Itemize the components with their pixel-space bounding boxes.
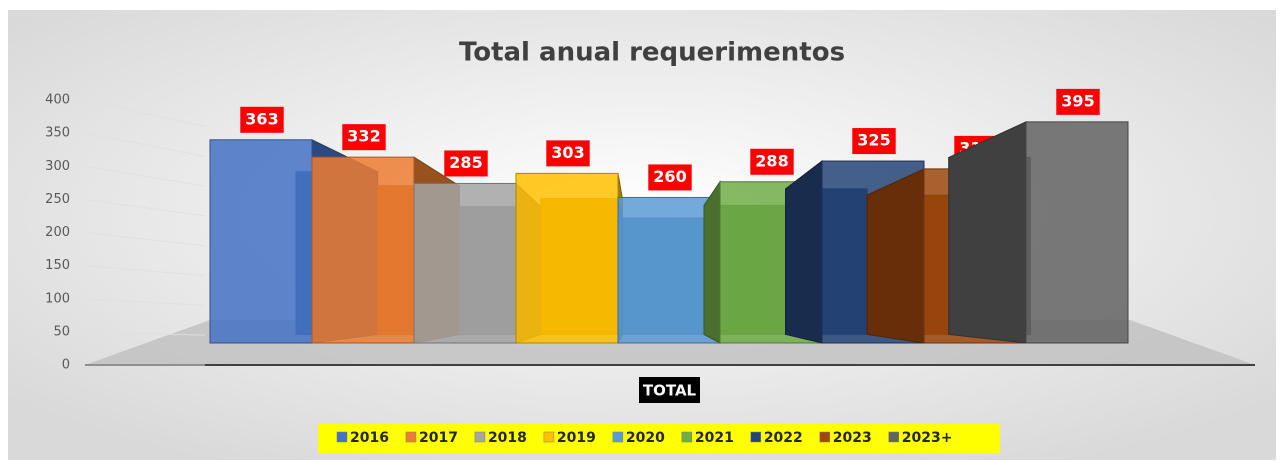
- bar: [617, 196, 721, 344]
- legend: [318, 424, 1000, 453]
- y-tick-label: 50: [53, 324, 70, 339]
- value-label-box: [444, 150, 488, 177]
- bar-side: [948, 121, 1027, 344]
- legend-label: 2019: [557, 430, 596, 446]
- grid-line: [84, 132, 206, 157]
- grid-line: [84, 331, 206, 336]
- value-label: 332: [347, 127, 380, 146]
- bar: [1025, 121, 1129, 344]
- value-label-box: [546, 140, 590, 167]
- value-label: 285: [449, 153, 482, 172]
- legend-swatch: [336, 431, 348, 443]
- bar-side: [866, 168, 925, 344]
- grid-line: [84, 298, 206, 306]
- bar: [515, 172, 619, 344]
- legend-swatch: [681, 431, 693, 443]
- grid-line: [84, 165, 206, 187]
- value-label-box: [852, 128, 896, 155]
- grid-line: [84, 198, 206, 217]
- legend-label: 2018: [488, 430, 527, 446]
- legend-label: 2016: [350, 430, 389, 446]
- bar: [209, 139, 313, 344]
- bar-side: [785, 160, 823, 344]
- value-label-box: [1056, 88, 1100, 115]
- value-label: 303: [551, 143, 584, 162]
- grid-line: [84, 232, 206, 247]
- chart-title: Total anual requerimentos: [459, 38, 845, 68]
- legend-swatch: [750, 431, 762, 443]
- legend-swatch: [888, 431, 899, 443]
- legend-swatch: [543, 431, 555, 443]
- bar: [413, 182, 517, 344]
- y-tick-label: 200: [45, 225, 70, 240]
- y-tick-label: 100: [45, 291, 70, 306]
- legend-label: 2020: [626, 430, 665, 446]
- value-label: 325: [857, 131, 890, 150]
- bar: [311, 156, 415, 344]
- value-label-box: [648, 164, 692, 191]
- grid-line: [84, 265, 206, 277]
- legend-label: 2017: [419, 430, 458, 446]
- category-box: [639, 377, 700, 403]
- legend-swatch: [474, 431, 486, 443]
- value-label-box: [240, 106, 284, 133]
- legend-label: 2022: [764, 430, 803, 446]
- legend-label: 2023+: [902, 430, 953, 446]
- legend-label: 2021: [695, 430, 734, 446]
- value-label: 260: [653, 167, 686, 186]
- legend-swatch: [819, 431, 831, 443]
- y-tick-label: 150: [45, 258, 70, 273]
- value-label-box: [342, 124, 386, 151]
- y-tick-label: 350: [45, 126, 70, 141]
- x-category-label: TOTAL: [643, 382, 697, 400]
- value-label: 395: [1061, 91, 1094, 110]
- bar-side: [703, 180, 721, 344]
- legend-label: 2023: [833, 430, 872, 446]
- value-label: 288: [755, 151, 788, 170]
- value-label-box: [750, 148, 794, 175]
- y-tick-label: 300: [45, 159, 70, 174]
- legend-swatch: [405, 431, 417, 443]
- y-tick-label: 0: [62, 358, 70, 373]
- y-tick-label: 250: [45, 192, 70, 207]
- grid-line: [84, 99, 206, 127]
- y-tick-label: 400: [45, 93, 70, 108]
- value-label: 363: [245, 109, 278, 128]
- legend-swatch: [612, 431, 624, 443]
